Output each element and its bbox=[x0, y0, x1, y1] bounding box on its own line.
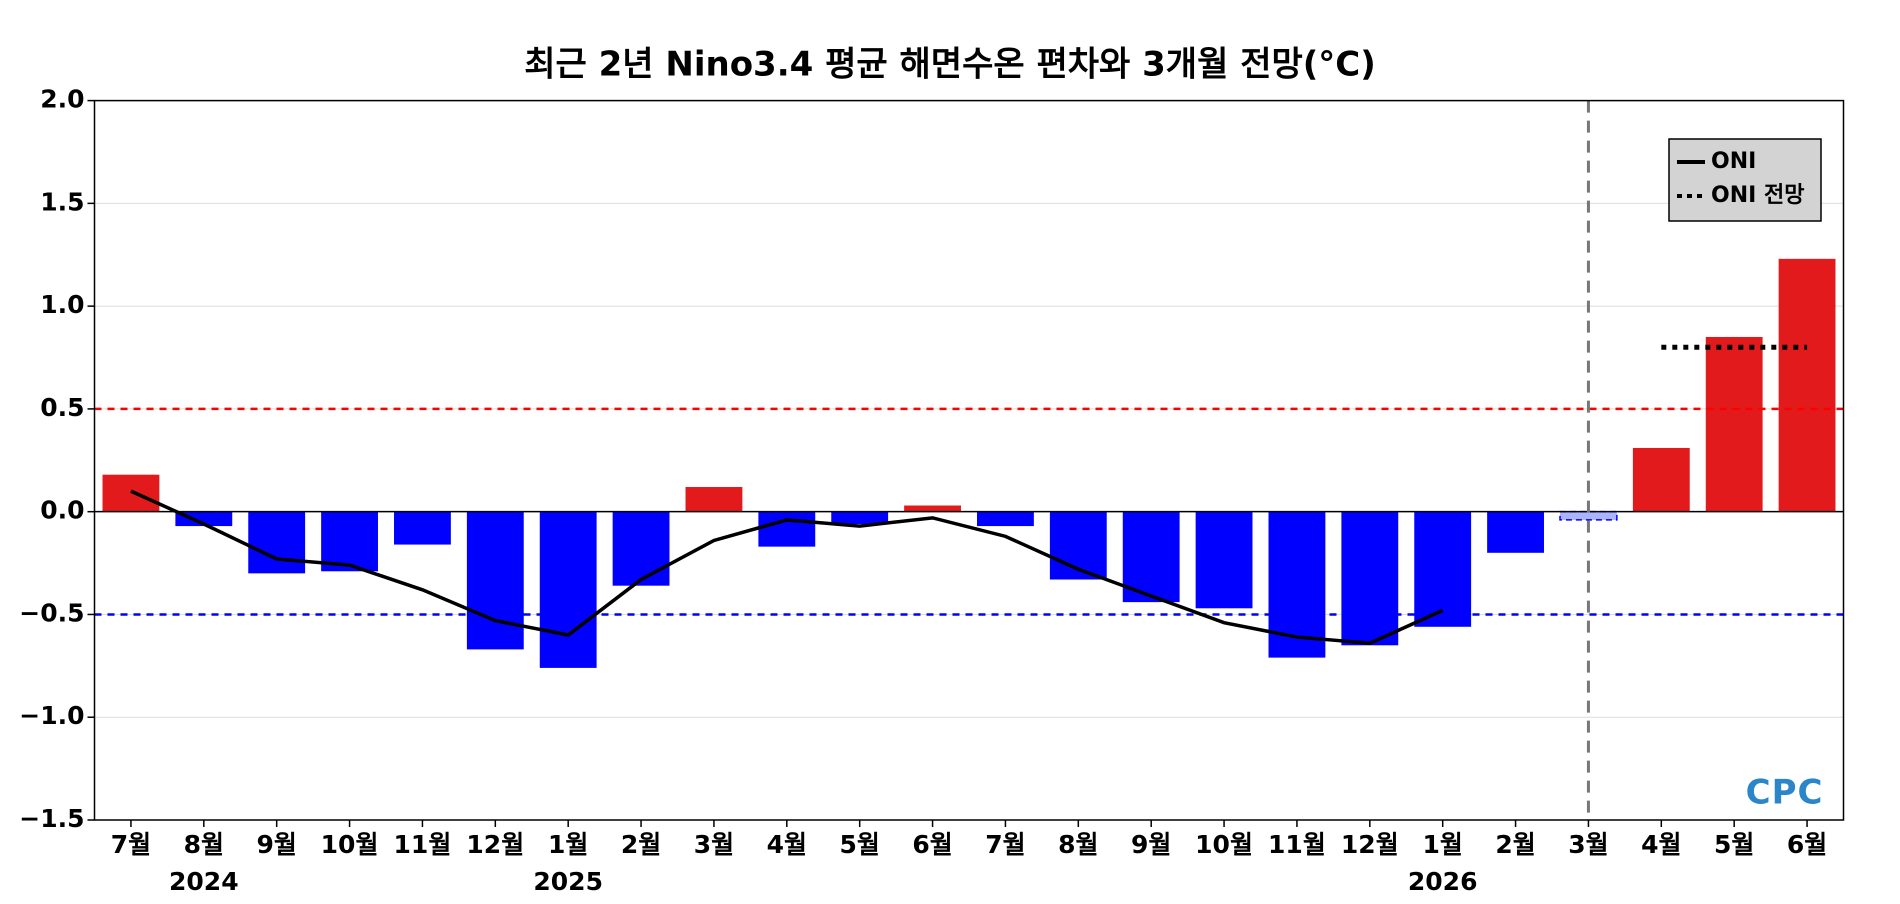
x-tick-label: 11월 bbox=[1268, 830, 1326, 859]
y-tick-label: −0.5 bbox=[19, 598, 84, 627]
y-tick-label: 2.0 bbox=[40, 85, 84, 114]
x-tick-label: 4월 bbox=[767, 830, 807, 859]
x-tick-label: 7월 bbox=[985, 830, 1025, 859]
bar bbox=[175, 511, 233, 527]
bar bbox=[248, 511, 306, 574]
x-tick-label: 6월 bbox=[1787, 830, 1827, 859]
x-tick-label: 8월 bbox=[1058, 830, 1098, 859]
bar bbox=[685, 487, 743, 512]
x-tick-label: 2월 bbox=[1495, 830, 1535, 859]
bar bbox=[1559, 510, 1618, 521]
x-tick-label: 3월 bbox=[1568, 830, 1608, 859]
bar bbox=[1632, 447, 1690, 512]
bar bbox=[1341, 511, 1399, 646]
legend-label: ONI 전망 bbox=[1711, 183, 1804, 208]
x-tick-label: 2월 bbox=[621, 830, 661, 859]
bar bbox=[977, 511, 1034, 527]
legend-label: ONI bbox=[1711, 149, 1756, 174]
y-tick-label: −1.5 bbox=[19, 804, 84, 833]
x-tick-label: 9월 bbox=[1131, 830, 1171, 859]
x-tick-label: 1월 bbox=[548, 830, 588, 859]
x-tick-label: 4월 bbox=[1641, 830, 1681, 859]
chart-title: 최근 2년 Nino3.4 평균 해면수온 편차와 3개월 전망(°C) bbox=[524, 45, 1376, 85]
x-tick-label: 12월 bbox=[1341, 830, 1399, 859]
y-tick-label: 1.5 bbox=[40, 187, 84, 216]
bar bbox=[612, 511, 670, 586]
bar bbox=[1414, 511, 1472, 627]
x-tick-label: 10월 bbox=[1195, 830, 1253, 859]
x-tick-label: 9월 bbox=[256, 830, 296, 859]
bar bbox=[904, 505, 961, 512]
y-tick-label: 1.0 bbox=[40, 290, 84, 319]
x-tick-label: 3월 bbox=[694, 830, 734, 859]
bar bbox=[1487, 511, 1544, 553]
bar bbox=[1705, 336, 1763, 512]
bar bbox=[1122, 511, 1180, 603]
x-tick-label: 11월 bbox=[394, 830, 452, 859]
x-tick-label: 8월 bbox=[184, 830, 224, 859]
x-tick-label: 12월 bbox=[466, 830, 524, 859]
legend-box bbox=[1668, 138, 1822, 222]
plot-frame bbox=[93, 99, 1845, 821]
y-tick-label: 0.5 bbox=[40, 393, 84, 422]
bar bbox=[1778, 258, 1836, 512]
bar bbox=[394, 511, 451, 545]
bar bbox=[758, 511, 816, 547]
bar bbox=[831, 511, 889, 525]
x-tick-label: 5월 bbox=[839, 830, 879, 859]
x-tick-label: 1월 bbox=[1422, 830, 1462, 859]
year-label: 2026 bbox=[1408, 867, 1478, 896]
bar bbox=[321, 511, 378, 572]
y-tick-label: 0.0 bbox=[40, 496, 84, 525]
year-label: 2024 bbox=[169, 867, 239, 896]
logo: CPC bbox=[1746, 773, 1824, 813]
bar bbox=[539, 511, 597, 668]
legend: ONI ONI 전망 bbox=[1668, 138, 1822, 222]
year-label: 2025 bbox=[533, 867, 603, 896]
x-tick-label: 10월 bbox=[321, 830, 379, 859]
x-tick-label: 7월 bbox=[111, 830, 151, 859]
y-tick-label: −1.0 bbox=[19, 701, 84, 730]
bar bbox=[466, 511, 524, 650]
line-series bbox=[130, 489, 1444, 646]
x-tick-label: 5월 bbox=[1714, 830, 1754, 859]
bar bbox=[1195, 511, 1253, 609]
bar bbox=[102, 474, 160, 512]
x-tick-label: 6월 bbox=[912, 830, 952, 859]
